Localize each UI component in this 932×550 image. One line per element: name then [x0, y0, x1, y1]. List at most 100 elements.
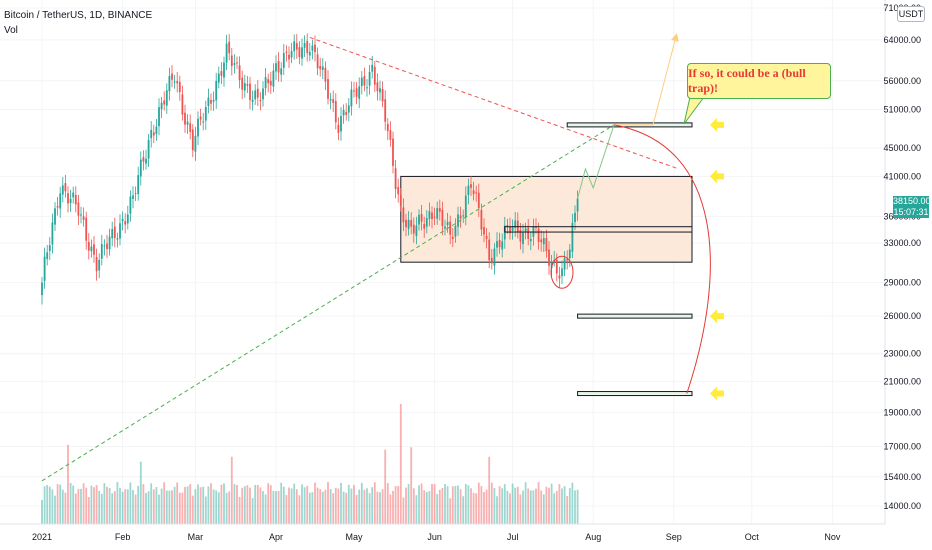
candle-body [303, 43, 306, 48]
volume-bar [334, 487, 337, 524]
volume-bar [160, 488, 163, 524]
volume-bar [423, 490, 426, 524]
volume-bar [106, 486, 108, 524]
volume-bar [558, 484, 561, 524]
volume-bar [498, 486, 501, 524]
volume-bar [537, 482, 540, 524]
volume-bar [441, 487, 444, 524]
candle-body [181, 94, 184, 115]
candle-body [360, 77, 363, 87]
candle-body [446, 221, 449, 226]
candle-body [522, 232, 524, 245]
candle-body [483, 227, 485, 235]
candle-body [358, 86, 361, 99]
volume-bar [108, 487, 111, 524]
volume-bar [132, 489, 134, 524]
candle-body [111, 229, 114, 239]
volume-bar [503, 484, 506, 524]
candle-body [223, 62, 225, 78]
candle-body [269, 80, 272, 86]
price-tick-label: 41000.00 [883, 171, 921, 181]
candle-body [194, 135, 197, 152]
volume-bar [355, 494, 358, 524]
volume-bar [327, 482, 329, 524]
candle-body [46, 252, 49, 260]
candle-body [327, 79, 329, 99]
candle-body [103, 245, 106, 247]
price-tick-label: 33000.00 [883, 238, 921, 248]
candle-body [41, 282, 43, 296]
volume-bar [524, 482, 527, 524]
candle-body [210, 100, 212, 104]
level-rect [577, 313, 693, 319]
candle-body [568, 249, 571, 259]
volume-bar [254, 484, 257, 524]
volume-bar [366, 488, 368, 524]
candle-body [238, 65, 241, 80]
volume-bar [488, 456, 491, 524]
price-tick-label: 15400.00 [883, 472, 921, 482]
volume-bar [223, 483, 225, 524]
volume-bar [137, 485, 140, 524]
candle-body [399, 194, 402, 206]
candle-body [384, 99, 387, 122]
currency-badge[interactable]: USDT [897, 6, 925, 22]
candle-body [355, 88, 358, 97]
volume-bar [535, 488, 537, 524]
volume-bar [210, 483, 212, 524]
volume-bar [225, 492, 228, 524]
candle-body [509, 226, 511, 234]
candle-body [379, 88, 381, 93]
volume-bar [475, 493, 478, 524]
bull-trap-path [614, 33, 679, 126]
candle-body [412, 224, 415, 234]
volume-bar [433, 484, 436, 524]
volume-bar [217, 492, 220, 524]
volume-bar [522, 490, 524, 524]
volume-bar [397, 486, 400, 524]
volume-bar [264, 494, 267, 524]
volume-bar [249, 487, 251, 524]
candle-body [451, 236, 454, 239]
candle-body [132, 195, 134, 199]
candle-body [454, 225, 457, 237]
candle-body [145, 158, 147, 164]
candle-body [485, 235, 488, 240]
candle-body [420, 213, 423, 222]
candle-body [394, 168, 397, 190]
candle-body [397, 187, 400, 195]
candle-body [220, 71, 223, 76]
volume-bar [324, 489, 327, 524]
volume-bar [150, 483, 153, 524]
projection-up-path [577, 124, 615, 199]
candle-body [402, 207, 405, 223]
volume-bar [548, 487, 550, 524]
candle-body [264, 77, 267, 89]
time-tick-label: Jul [507, 532, 519, 542]
candle-body [574, 212, 576, 223]
volume-bar [163, 482, 166, 524]
volume-bar [472, 492, 475, 524]
volume-bar [376, 491, 379, 524]
candle-body [319, 66, 322, 70]
candle-body [212, 99, 215, 102]
candle-body [228, 41, 231, 54]
time-tick-label: Sep [666, 532, 682, 542]
volume-bar [212, 489, 215, 524]
volume-bar [399, 404, 402, 524]
candle-body [236, 62, 238, 64]
volume-bar [74, 493, 77, 524]
volume-bar [59, 484, 62, 524]
candle-body [54, 208, 56, 225]
volume-bar [126, 489, 129, 524]
volume-bar [347, 484, 350, 524]
candle-body [415, 225, 418, 236]
candle-body [514, 220, 517, 228]
volume-bar [67, 444, 69, 524]
volume-bar [236, 484, 238, 524]
candle-body [498, 240, 501, 248]
volume-bar [363, 489, 366, 524]
volume-bar [290, 488, 293, 524]
